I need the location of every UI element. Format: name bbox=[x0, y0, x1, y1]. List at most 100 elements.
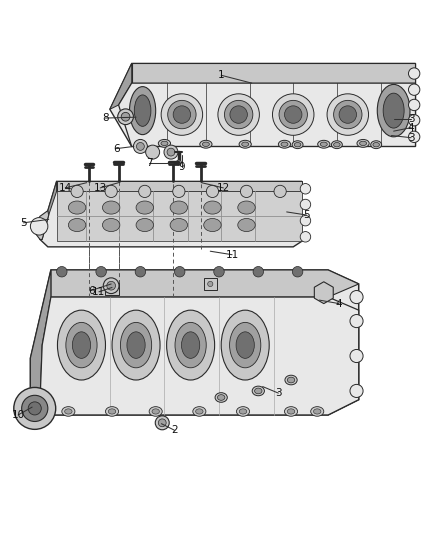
Ellipse shape bbox=[292, 141, 303, 149]
Ellipse shape bbox=[373, 142, 379, 147]
Circle shape bbox=[139, 185, 151, 198]
Text: 6: 6 bbox=[88, 286, 94, 295]
Ellipse shape bbox=[130, 87, 155, 135]
Text: 2: 2 bbox=[171, 425, 178, 435]
Circle shape bbox=[350, 350, 363, 362]
Ellipse shape bbox=[57, 310, 106, 380]
Text: 13: 13 bbox=[94, 183, 107, 193]
Ellipse shape bbox=[161, 94, 203, 135]
Circle shape bbox=[274, 185, 286, 198]
Ellipse shape bbox=[149, 407, 162, 416]
Ellipse shape bbox=[173, 106, 191, 123]
Ellipse shape bbox=[127, 332, 145, 358]
Circle shape bbox=[240, 185, 253, 198]
Ellipse shape bbox=[294, 142, 301, 147]
Ellipse shape bbox=[236, 332, 254, 358]
Circle shape bbox=[105, 185, 117, 198]
Circle shape bbox=[409, 84, 420, 95]
Ellipse shape bbox=[279, 140, 290, 148]
Ellipse shape bbox=[311, 407, 324, 416]
Circle shape bbox=[158, 419, 166, 427]
Ellipse shape bbox=[193, 407, 206, 416]
Circle shape bbox=[300, 199, 311, 210]
Ellipse shape bbox=[218, 394, 225, 400]
Circle shape bbox=[409, 131, 420, 142]
Ellipse shape bbox=[168, 100, 196, 129]
Text: 4: 4 bbox=[336, 298, 343, 309]
Ellipse shape bbox=[102, 219, 120, 231]
Circle shape bbox=[57, 266, 67, 277]
Ellipse shape bbox=[238, 201, 255, 214]
Ellipse shape bbox=[339, 106, 357, 123]
Ellipse shape bbox=[252, 386, 265, 395]
Circle shape bbox=[300, 231, 311, 242]
Circle shape bbox=[174, 266, 185, 277]
Ellipse shape bbox=[360, 141, 367, 146]
Polygon shape bbox=[57, 181, 302, 191]
Ellipse shape bbox=[285, 375, 297, 385]
Circle shape bbox=[96, 266, 106, 277]
Ellipse shape bbox=[136, 201, 153, 214]
Polygon shape bbox=[30, 270, 51, 402]
Ellipse shape bbox=[112, 310, 160, 380]
Ellipse shape bbox=[62, 407, 75, 416]
Text: 6: 6 bbox=[113, 143, 120, 154]
Ellipse shape bbox=[230, 106, 247, 123]
Circle shape bbox=[137, 142, 145, 150]
Circle shape bbox=[134, 140, 148, 154]
Ellipse shape bbox=[68, 219, 86, 231]
Bar bbox=[204, 278, 217, 290]
Ellipse shape bbox=[318, 140, 330, 148]
Ellipse shape bbox=[238, 219, 255, 231]
Circle shape bbox=[14, 387, 56, 430]
Circle shape bbox=[146, 145, 159, 159]
Circle shape bbox=[350, 290, 363, 304]
Ellipse shape bbox=[136, 219, 153, 231]
Text: 8: 8 bbox=[102, 113, 109, 123]
Circle shape bbox=[300, 183, 311, 194]
Circle shape bbox=[409, 68, 420, 79]
Circle shape bbox=[107, 281, 116, 290]
Bar bbox=[106, 283, 119, 295]
Ellipse shape bbox=[287, 377, 295, 383]
Ellipse shape bbox=[161, 141, 168, 146]
Ellipse shape bbox=[224, 100, 253, 129]
Circle shape bbox=[167, 148, 175, 156]
Polygon shape bbox=[40, 181, 57, 239]
Circle shape bbox=[300, 215, 311, 226]
Ellipse shape bbox=[285, 407, 297, 416]
Polygon shape bbox=[132, 63, 416, 83]
Ellipse shape bbox=[221, 310, 269, 380]
Ellipse shape bbox=[166, 310, 215, 380]
Ellipse shape bbox=[175, 322, 206, 368]
Circle shape bbox=[176, 160, 181, 165]
Polygon shape bbox=[51, 270, 359, 297]
Ellipse shape bbox=[239, 140, 251, 148]
Ellipse shape bbox=[320, 142, 327, 147]
Ellipse shape bbox=[377, 84, 410, 137]
Text: 11: 11 bbox=[226, 250, 239, 260]
Ellipse shape bbox=[314, 409, 321, 414]
Text: 4: 4 bbox=[408, 123, 414, 133]
Ellipse shape bbox=[204, 201, 221, 214]
Ellipse shape bbox=[66, 322, 97, 368]
Ellipse shape bbox=[254, 388, 262, 394]
Circle shape bbox=[409, 115, 420, 126]
Text: 1: 1 bbox=[218, 70, 225, 80]
Text: 9: 9 bbox=[179, 162, 185, 172]
Ellipse shape bbox=[383, 93, 404, 128]
Polygon shape bbox=[110, 63, 132, 109]
Ellipse shape bbox=[371, 141, 381, 149]
Ellipse shape bbox=[170, 201, 187, 214]
Polygon shape bbox=[119, 83, 416, 147]
Ellipse shape bbox=[120, 322, 152, 368]
Circle shape bbox=[118, 109, 134, 125]
Ellipse shape bbox=[196, 409, 203, 414]
Ellipse shape bbox=[68, 201, 86, 214]
Ellipse shape bbox=[272, 94, 314, 135]
Ellipse shape bbox=[181, 332, 200, 358]
Circle shape bbox=[135, 266, 146, 277]
Circle shape bbox=[103, 278, 119, 294]
Text: 14: 14 bbox=[59, 183, 72, 193]
Circle shape bbox=[350, 384, 363, 398]
